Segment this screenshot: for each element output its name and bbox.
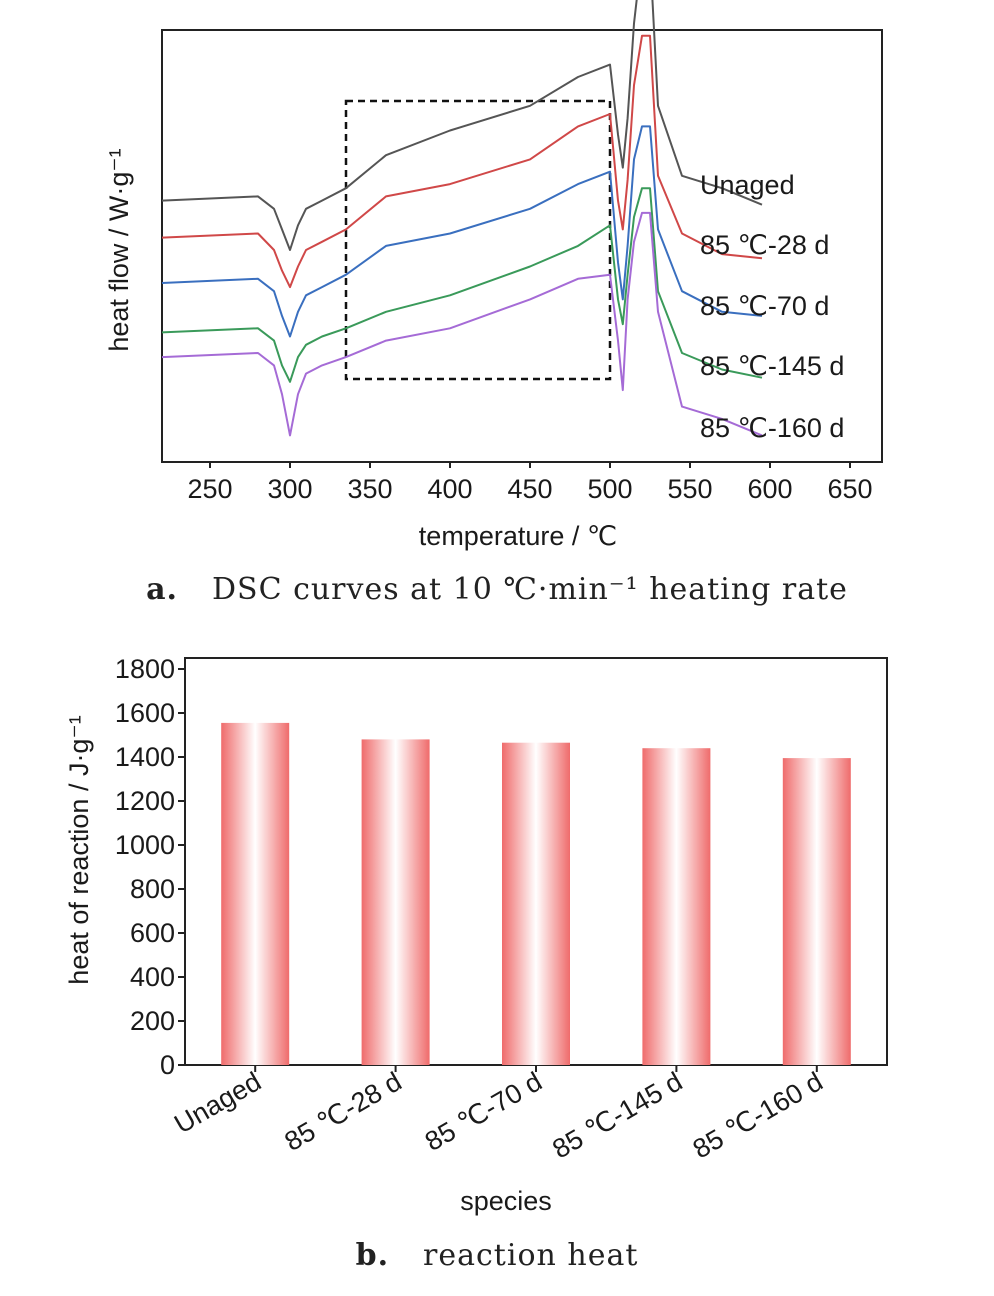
x-tick-label: 550	[667, 474, 712, 504]
y-tick-label: 600	[130, 918, 175, 948]
caption-a: a. DSC curves at 10 ℃·min⁻¹ heating rate	[0, 572, 994, 607]
caption-b-text: reaction heat	[423, 1238, 639, 1273]
y-tick-label: 1600	[115, 698, 175, 728]
series-line-4	[161, 211, 763, 437]
x-tick-label: 300	[267, 474, 312, 504]
chart-a: 250 300 350 400 450 500 550 600 650 Unaged 85 ℃-2…	[104, 0, 883, 551]
legend-label-0: Unaged	[700, 170, 795, 200]
x-tick-label: 500	[587, 474, 632, 504]
caption-a-text: DSC curves at 10 ℃·min⁻¹ heating rate	[211, 572, 848, 607]
bar-1	[361, 739, 430, 1065]
series-line-2	[161, 125, 763, 338]
chart-a-x-axis-label: temperature / ℃	[419, 521, 617, 551]
y-tick-label: 1400	[115, 742, 175, 772]
bar-2	[502, 742, 570, 1065]
legend-label-2: 85 ℃-70 d	[700, 291, 829, 321]
x-tick-label: 85 ℃-28 d	[280, 1066, 407, 1157]
chart-b-x-axis-label: species	[460, 1186, 552, 1216]
chart-a-plot-frame	[161, 29, 883, 463]
bar-0	[221, 722, 290, 1065]
x-tick-label: 650	[827, 474, 872, 504]
chart-b: 0 200 400 600 800 1000 1200 1400 1600 1800 Unaged…	[64, 654, 888, 1216]
y-tick-label: 1000	[115, 830, 175, 860]
chart-a-y-axis-label: heat flow / W·g⁻¹	[104, 148, 134, 351]
caption-b-label: b.	[355, 1238, 390, 1273]
caption-b: b. reaction heat	[0, 1238, 994, 1273]
x-tick-label: 85 ℃-70 d	[420, 1066, 547, 1157]
chart-b-y-axis-label: heat of reaction / J·g⁻¹	[64, 715, 94, 984]
bar-4	[782, 758, 851, 1065]
highlight-dashed-box	[344, 99, 612, 381]
y-tick-label: 1200	[115, 786, 175, 816]
caption-a-label: a.	[146, 572, 178, 607]
y-tick-label: 0	[160, 1050, 175, 1080]
x-tick-label: Unaged	[169, 1066, 266, 1139]
legend-label-3: 85 ℃-145 d	[700, 351, 844, 381]
y-tick-label: 400	[130, 962, 175, 992]
x-tick-label: 350	[347, 474, 392, 504]
bar-3	[642, 748, 711, 1065]
y-tick-label: 800	[130, 874, 175, 904]
series-line-1	[161, 34, 763, 289]
series-line-3	[161, 187, 763, 383]
x-tick-label: 85 ℃-160 d	[688, 1066, 828, 1164]
y-tick-label: 200	[130, 1006, 175, 1036]
x-tick-label: 450	[507, 474, 552, 504]
y-tick-label: 1800	[115, 654, 175, 684]
x-tick-label: 250	[187, 474, 232, 504]
legend-label-1: 85 ℃-28 d	[700, 230, 829, 260]
x-tick-label: 600	[747, 474, 792, 504]
x-tick-label: 85 ℃-145 d	[547, 1066, 687, 1164]
series-line-0	[161, 0, 763, 251]
x-tick-label: 400	[427, 474, 472, 504]
legend-label-4: 85 ℃-160 d	[700, 413, 844, 443]
